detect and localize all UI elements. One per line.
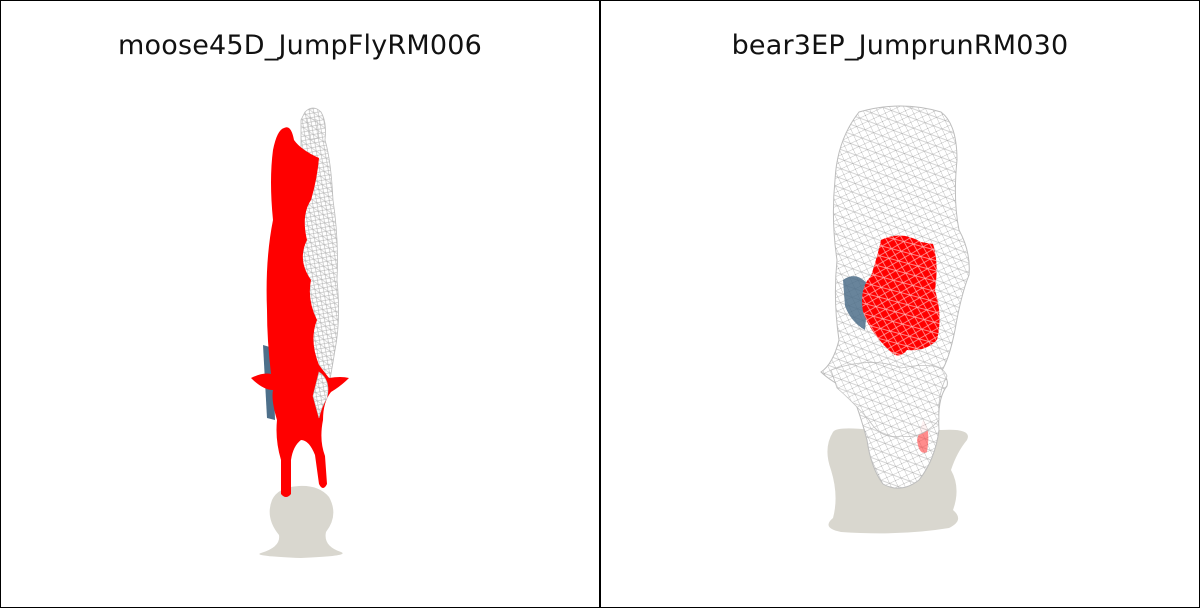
bear-blue-patch [843,276,869,330]
bear-render [820,105,970,534]
moose-render [251,107,349,558]
panel-moose: moose45D_JumpFlyRM006 [1,0,599,606]
bear-red-patch [862,235,940,356]
panel-bear: bear3EP_JumprunRM030 [601,0,1199,606]
panel-divider [599,0,601,608]
moose-red-body [251,127,349,497]
panel-title-bear: bear3EP_JumprunRM030 [731,30,1069,61]
panel-title-moose: moose45D_JumpFlyRM006 [118,30,482,61]
moose-shadow [259,485,343,558]
